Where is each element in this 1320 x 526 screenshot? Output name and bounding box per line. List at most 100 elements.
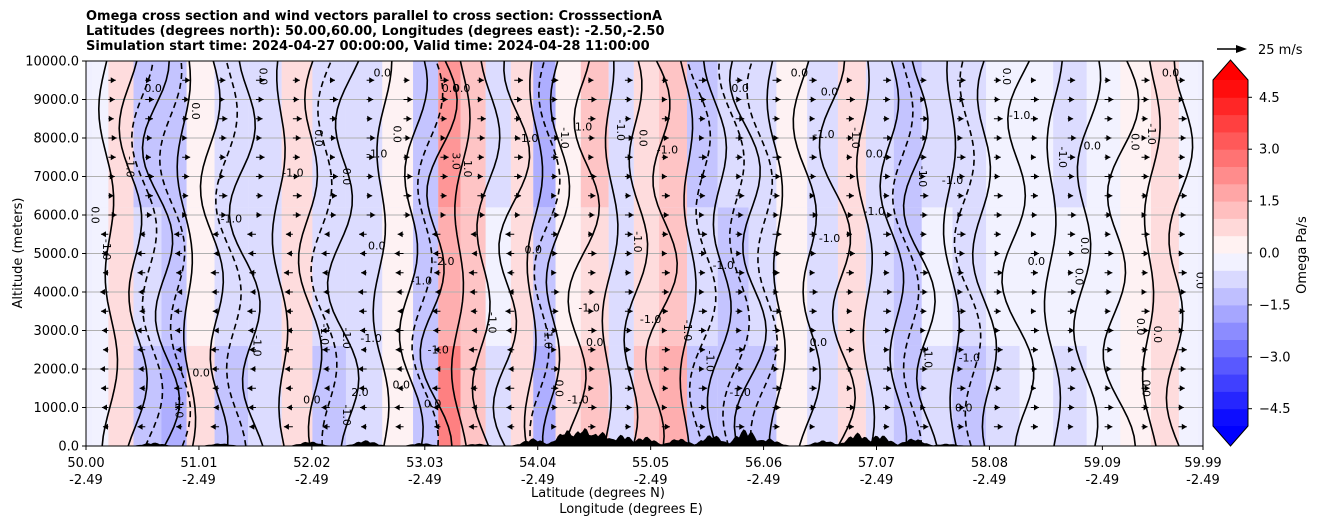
contour-label: -1.0: [427, 344, 448, 357]
contour-label: 0.0: [821, 86, 839, 99]
field-cell: [807, 345, 838, 446]
wind-vector-head: [507, 423, 513, 430]
wind-vector-head: [812, 135, 818, 141]
wind-vector-head: [700, 346, 706, 353]
wind-vector-head: [773, 135, 779, 141]
wind-vector-head: [396, 366, 402, 372]
wind-vector-head: [1108, 404, 1114, 411]
wind-vector-head: [1069, 404, 1075, 411]
field-cell: [382, 207, 414, 346]
contour-label: -1.0: [1145, 123, 1158, 144]
colorbar-level: [1213, 149, 1248, 167]
contour-neg1: [529, 61, 561, 446]
wind-vector-head: [358, 289, 364, 295]
wind-vector-head: [518, 77, 524, 84]
wind-vector-head: [625, 115, 631, 122]
field-cell: [460, 207, 486, 346]
y-tick-label: 7000.0: [34, 170, 80, 185]
wind-vector-head: [812, 212, 818, 218]
wind-vector-head: [553, 385, 559, 392]
wind-vector-head: [250, 366, 256, 372]
colorbar-level: [1213, 287, 1248, 306]
y-tick-label: 1000.0: [34, 401, 80, 416]
contour-label: 0.0: [1151, 326, 1164, 344]
wind-vector-head: [250, 289, 256, 295]
wind-vector-head: [1108, 250, 1114, 257]
wind-vector-head: [554, 212, 560, 218]
contour-label: -1.0: [640, 313, 661, 326]
wind-vector-head: [146, 212, 152, 218]
x-tick-label-lat: 56.06: [745, 456, 782, 471]
wind-vector-head: [174, 231, 180, 238]
wind-vector-head: [1031, 135, 1037, 141]
wind-vector-head: [774, 192, 780, 199]
wind-vector-head: [921, 385, 927, 392]
wind-vector-head: [256, 212, 262, 218]
wind-vector-head: [516, 192, 522, 199]
wind-vector-head: [360, 327, 366, 334]
contour-label: 0.0: [1162, 66, 1180, 79]
wind-vector-head: [811, 231, 817, 238]
colorbar-label: Omega Pa/s: [1295, 216, 1310, 294]
wind-vector-head: [849, 404, 855, 411]
wind-vector-head: [1032, 192, 1038, 199]
wind-vector-head: [995, 385, 1001, 392]
wind-vector-head: [773, 366, 779, 372]
wind-vector-head: [99, 289, 105, 295]
contour-label: 2.0: [351, 386, 369, 399]
contour-zero: [942, 61, 961, 446]
colorbar-level: [1213, 80, 1248, 98]
wind-vector-head: [220, 77, 226, 84]
contour-label: -1.0: [916, 166, 929, 187]
wind-vector-head: [213, 404, 219, 411]
wind-vector-head: [812, 366, 818, 372]
wind-vector-head: [249, 269, 255, 276]
wind-vector-head: [554, 366, 560, 372]
wind-vector-head: [478, 154, 484, 161]
field-cell: [717, 345, 749, 446]
wind-vector-head: [884, 269, 890, 276]
wind-vector-head: [507, 269, 513, 276]
wind-vector-head: [101, 250, 107, 257]
field-cell: [510, 207, 534, 346]
field-cell: [91, 61, 109, 208]
wind-vector-head: [847, 212, 853, 218]
wind-vector-head: [775, 96, 781, 103]
x-tick-label-lon: -2.49: [1086, 473, 1120, 488]
field-cell: [1053, 207, 1087, 346]
wind-vector-head: [256, 135, 262, 141]
wind-vector-head: [248, 250, 254, 257]
wind-vector-head: [258, 96, 264, 103]
wind-vector-head: [212, 385, 218, 392]
colorbar-extend-min: [1213, 426, 1248, 446]
wind-vector-head: [923, 423, 929, 430]
wind-vector-head: [442, 173, 448, 180]
wind-vector-head: [183, 115, 189, 122]
y-tick-label: 10000.0: [25, 55, 79, 70]
wind-vector-head: [369, 154, 375, 161]
wind-vector-head: [99, 366, 105, 372]
field-cell: [345, 61, 383, 208]
contour-zero: [644, 61, 679, 446]
contour-label: -1.0: [631, 231, 644, 252]
wind-vector-head: [324, 231, 330, 238]
contour-zero: [372, 61, 393, 446]
wind-vector-head: [995, 231, 1001, 238]
wind-vector-head: [211, 366, 217, 372]
wind-vector-head: [551, 192, 557, 199]
contour-label: 0.0: [1078, 237, 1091, 255]
wind-vector-head: [259, 154, 265, 161]
contour-label: -1.0: [614, 120, 627, 141]
wind-vector-head: [471, 327, 477, 334]
x-tick-label-lon: -2.49: [521, 473, 555, 488]
contour-zero: [450, 61, 471, 446]
wind-vector-head: [811, 77, 817, 84]
wind-vector-head: [369, 77, 375, 84]
contour-label: -1.0: [567, 394, 588, 407]
wind-vector-head: [996, 289, 1002, 295]
wind-vector-head: [102, 346, 108, 353]
contour-label: 0.0: [1073, 268, 1086, 286]
wind-vector-head: [958, 423, 964, 430]
wind-vector-head: [330, 154, 336, 161]
contour-lines: [97, 61, 1194, 446]
